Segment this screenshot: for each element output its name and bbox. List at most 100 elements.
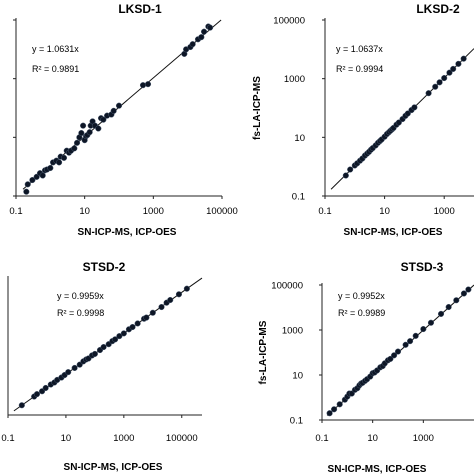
- panel-4-point: [412, 332, 419, 339]
- panel-4-point: [460, 290, 467, 297]
- panel-2-y-label: fs-LA-ICP-MS: [252, 76, 263, 140]
- panel-4-equation: y = 0.9952x: [338, 291, 385, 301]
- panel-1-point: [78, 129, 85, 137]
- panel-2-equation: y = 1.0637x: [336, 44, 383, 54]
- panel-2-point: [404, 110, 411, 117]
- panel-1-point: [60, 154, 68, 161]
- panel-2-point: [436, 79, 443, 86]
- panel-4-point: [407, 338, 414, 345]
- panel-2-point: [395, 119, 402, 126]
- panel-3-point: [120, 330, 127, 337]
- panel-3-x-tick-label: 100000: [166, 433, 198, 444]
- panel-1-point: [198, 34, 205, 41]
- panel-1-point: [56, 159, 63, 166]
- panel-2-y-tick-label: 100000: [273, 16, 305, 27]
- panel-3-point: [112, 336, 119, 343]
- panel-1-point: [80, 122, 87, 129]
- panel-2-point: [460, 55, 467, 62]
- panel-4-x-label: SN-ICP-MS, ICP-OES: [328, 464, 427, 474]
- panel-3-point: [116, 333, 123, 340]
- panel-3-point: [183, 285, 190, 292]
- panel-1-point: [71, 145, 78, 152]
- panel-3-point: [175, 291, 183, 298]
- panel-2-point: [347, 166, 354, 173]
- panel-1-x-tick-label: 0.1: [9, 206, 22, 217]
- panel-4-x-tick-label: 0.1: [315, 433, 328, 444]
- panel-3-point: [167, 296, 174, 304]
- panel-4-y-tick-label: 1000: [282, 326, 303, 337]
- panel-1-x-label: SN-ICP-MS, ICP-OES: [78, 227, 177, 238]
- panel-3-equation: y = 0.9959x: [57, 291, 104, 301]
- panel-2-x-tick-label: 1000: [434, 206, 455, 217]
- panel-1-point: [29, 176, 36, 184]
- panel-3-x-label: SN-ICP-MS, ICP-OES: [64, 462, 163, 473]
- panel-1-point: [39, 172, 46, 179]
- panel-3-point: [134, 320, 141, 327]
- panel-3-point: [42, 384, 49, 392]
- panel-1-point: [110, 107, 117, 114]
- panel-3-point: [33, 391, 41, 398]
- panel-1-point: [47, 164, 54, 172]
- panel-1-point: [23, 188, 30, 195]
- panel-3-point: [158, 303, 165, 311]
- panel-1-point: [139, 82, 147, 89]
- panel-1-x-tick-label: 1000: [143, 206, 164, 217]
- panel-1-point: [95, 125, 102, 132]
- panel-2-y-tick-label: 10: [294, 133, 305, 144]
- panel-3-title: STSD-2: [83, 260, 126, 274]
- panel-4-y-tick-label: 0.1: [290, 416, 303, 427]
- panel-4-point: [445, 303, 452, 311]
- panel-2-point: [455, 60, 462, 67]
- panel-4-y-label: fs-LA-ICP-MS: [258, 320, 269, 384]
- panel-2-x-tick-label: 0.1: [318, 206, 331, 217]
- panel-1-x-tick-label: 100000: [206, 206, 238, 217]
- panel-4-point: [465, 286, 472, 293]
- panel-1-point: [100, 116, 107, 123]
- panel-2-r2: R² = 0.9994: [336, 64, 383, 74]
- panel-4-point: [394, 348, 402, 355]
- panel-4-x-tick-label: 1000: [413, 433, 434, 444]
- panel-3-point: [91, 350, 98, 357]
- panel-2-point: [450, 65, 457, 72]
- panel-1-point: [115, 102, 123, 109]
- panel-2-y-tick-label: 1000: [284, 74, 305, 85]
- panel-1-point: [24, 181, 31, 188]
- panel-3-point: [100, 344, 107, 351]
- panel-4-point: [391, 352, 398, 359]
- panel-2-point: [446, 69, 453, 76]
- panel-2-y-tick-label: 0.1: [292, 192, 305, 203]
- panel-4-point: [427, 319, 435, 326]
- panel-2-title: LKSD-2: [416, 2, 460, 16]
- panel-4-y-tick-label: 10: [292, 371, 303, 382]
- panel-3-point: [18, 402, 25, 409]
- panel-4-x-tick-label: 10: [367, 433, 378, 444]
- panel-1-point: [73, 139, 81, 146]
- panel-2-x-tick-label: 10: [379, 206, 390, 217]
- panel-4-point: [420, 326, 427, 333]
- panel-3-point: [149, 309, 156, 316]
- panel-4-point: [453, 297, 460, 304]
- panel-4-y-tick-label: 100000: [271, 281, 303, 292]
- panel-3-point: [129, 323, 136, 331]
- panel-2-point: [441, 74, 448, 82]
- panel-2-x-label: SN-ICP-MS, ICP-OES: [344, 227, 443, 238]
- panel-4-title: STSD-3: [401, 260, 444, 274]
- panel-2-point: [432, 83, 439, 90]
- panel-3-x-tick-label: 1000: [113, 433, 134, 444]
- panel-4-point: [402, 341, 409, 348]
- panel-1-point: [200, 28, 208, 35]
- panel-1-point: [189, 41, 196, 48]
- panel-2-point: [342, 172, 349, 179]
- panel-1-r2: R² = 0.9891: [32, 64, 79, 74]
- panel-3-point: [143, 314, 150, 321]
- panel-1-title: LKSD-1: [118, 2, 162, 16]
- panel-1-point: [86, 129, 93, 136]
- panel-4-point: [387, 355, 394, 362]
- panel-1-x-tick-label: 10: [79, 206, 90, 217]
- panel-1-point: [207, 24, 214, 31]
- panel-3-point: [65, 369, 72, 376]
- panel-1-equation: y = 1.0631x: [32, 44, 79, 54]
- panel-4-point: [437, 310, 445, 317]
- panel-3-x-tick-label: 10: [61, 433, 72, 444]
